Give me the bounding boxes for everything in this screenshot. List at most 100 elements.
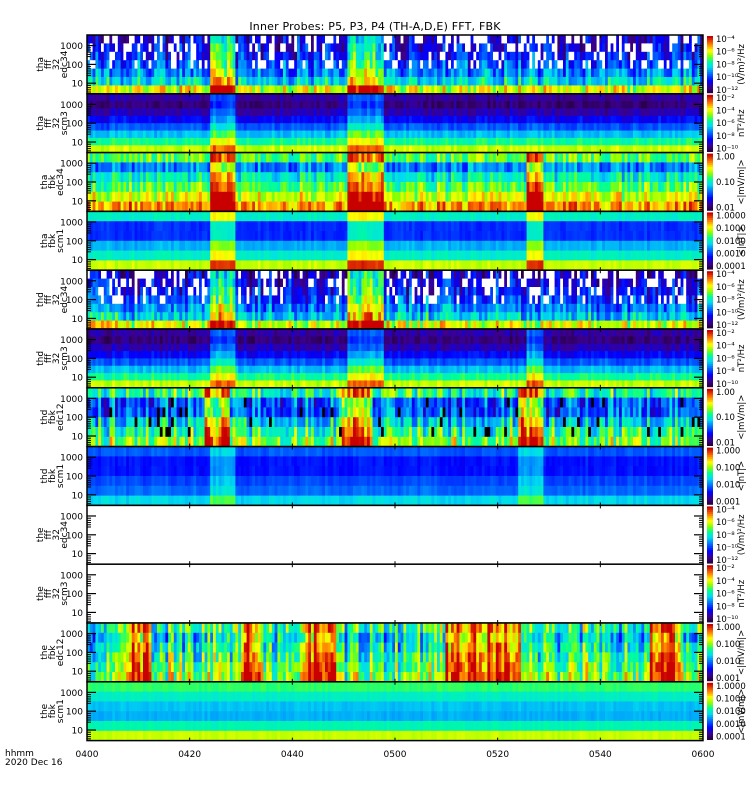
spectrogram-cell [652,182,656,193]
spectrogram-cell [495,43,499,53]
spectrogram-cell [305,172,309,183]
spectrogram-cell [92,101,96,109]
spectrogram-cell [255,43,259,53]
spectrogram-cell [308,101,312,109]
spectrogram-cell [319,152,323,163]
spectrogram-cell [417,101,421,109]
spectrogram-cell [98,123,102,131]
spectrogram-cell [182,152,186,163]
spectrogram-cell [361,68,365,78]
spectrogram-cell [641,145,645,153]
spectrogram-cell [574,68,578,78]
spectrogram-cell [694,68,698,78]
spectrogram-cell [476,51,480,61]
spectrogram-cell [173,152,177,163]
spectrogram-cell [98,211,102,222]
spectrogram-cell [171,182,175,193]
spectrogram-cell [694,35,698,44]
spectrogram-cell [543,152,547,163]
spectrogram-cell [201,123,205,131]
spectrogram-cell [162,182,166,193]
spectrogram-cell [596,191,600,202]
spectrogram-cell [89,162,93,173]
spectrogram-cell [213,43,217,53]
spectrogram-cell [302,191,306,202]
spectrogram-cell [109,108,113,117]
spectrogram-cell [602,115,606,124]
spectrogram-cell [344,162,348,173]
spectrogram-cell [263,77,267,86]
spectrogram-cell [672,85,676,95]
spectrogram-cell [117,123,121,131]
spectrogram-cell [568,60,572,69]
spectrogram-cell [453,85,457,95]
spectrogram-cell [126,172,130,183]
spectrogram-cell [599,43,603,53]
spectrogram-cell [190,201,194,212]
colorbar-tick-label: 10⁻¹⁰ [716,73,739,83]
spectrogram-cell [252,145,256,153]
spectrogram-cell [299,191,303,202]
spectrogram-cell [126,211,130,222]
spectrogram-cell [137,108,141,117]
spectrogram-cell [344,115,348,124]
colorbar-swatch [707,71,713,75]
spectrogram-cell [336,172,340,183]
spectrogram-cell [386,137,390,146]
spectrogram-cell [400,43,404,53]
spectrogram-cell [280,182,284,193]
spectrogram-cell [319,137,323,146]
spectrogram-cell [305,51,309,61]
spectrogram-cell [602,191,606,202]
spectrogram-cell [392,145,396,153]
spectrogram-cell [669,172,673,183]
spectrogram-cell [470,201,474,212]
spectrogram-cell [372,123,376,131]
spectrogram-cell [582,162,586,173]
spectrogram-cell [187,130,191,139]
spectrogram-cell [498,182,502,193]
spectrogram-cell [241,201,245,212]
spectrogram-cell [484,130,488,139]
spectrogram-cell [551,85,555,95]
spectrogram-cell [129,35,133,44]
spectrogram-cell [641,162,645,173]
spectrogram-cell [277,43,281,53]
spectrogram-cell [588,201,592,212]
spectrogram-cell [551,123,555,131]
spectrogram-cell [137,137,141,146]
spectrogram-cell [291,130,295,139]
spectrogram-cell [437,115,441,124]
spectrogram-cell [123,85,127,95]
spectrogram-cell [417,201,421,212]
spectrogram-cell [420,201,424,212]
spectrogram-cell [661,145,665,153]
spectrogram-cell [103,77,107,86]
spectrogram-cell [235,77,239,86]
spectrogram-cell [101,211,105,222]
spectrogram-cell [599,201,603,212]
spectrogram-cell [515,201,519,212]
spectrogram-cell [274,152,278,163]
spectrogram-cell [123,60,127,69]
spectrogram-cell [512,201,516,212]
spectrogram-cell [227,162,231,173]
spectrogram-cell [638,137,642,146]
spectrogram-cell [439,68,443,78]
spectrogram-cell [168,123,172,131]
colorbar-swatch [707,197,713,200]
spectrogram-cell [190,68,194,78]
spectrogram-cell [347,85,351,95]
spectrogram-cell [168,101,172,109]
spectrogram-cell [397,201,401,212]
spectrogram-cell [434,35,438,44]
spectrogram-cell [274,35,278,44]
spectrogram-cell [518,51,522,61]
spectrogram-cell [627,182,631,193]
spectrogram-cell [445,191,449,202]
spectrogram-cell [378,152,382,163]
spectrogram-cell [479,145,483,153]
spectrogram-cell [666,93,670,102]
spectrogram-cell [235,115,239,124]
spectrogram-cell [521,152,525,163]
